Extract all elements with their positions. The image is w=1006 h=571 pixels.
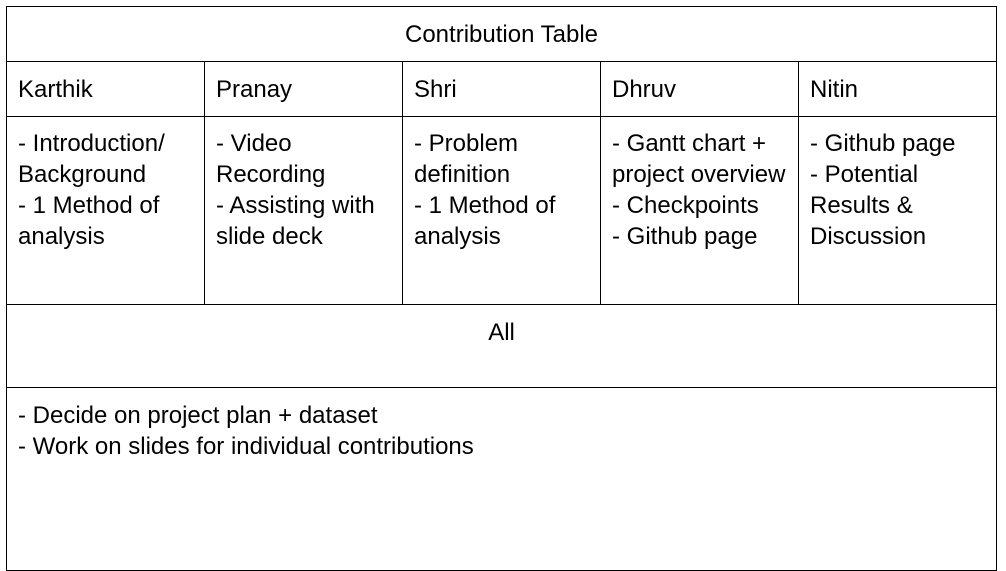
member-name-karthik: Karthik: [6, 61, 205, 117]
member-tasks-shri: - Problem definition - 1 Method of analy…: [402, 116, 601, 305]
member-tasks-dhruv: - Gantt chart + project overview - Check…: [600, 116, 799, 305]
member-tasks-karthik: - Introduction/ Background - 1 Method of…: [6, 116, 205, 305]
task-item: - Gantt chart + project overview: [612, 130, 786, 188]
shared-tasks: - Decide on project plan + dataset - Wor…: [5, 387, 998, 571]
task-item: - Introduction/ Background: [18, 130, 165, 188]
shared-tasks-row: - Decide on project plan + dataset - Wor…: [5, 387, 998, 571]
member-names-row: Karthik Pranay Shri Dhruv Nitin: [6, 61, 998, 117]
task-item: - 1 Method of analysis: [18, 192, 160, 250]
all-label-row: All: [5, 304, 998, 388]
table-title: Contribution Table: [5, 6, 998, 62]
all-members-label: All: [5, 304, 998, 388]
task-item: - Github page: [810, 130, 956, 157]
member-tasks-row: - Introduction/ Background - 1 Method of…: [6, 116, 998, 305]
task-item: - Checkpoints: [612, 192, 759, 219]
member-name-pranay: Pranay: [204, 61, 403, 117]
member-tasks-nitin: - Github page - Potential Results & Disc…: [797, 116, 998, 305]
title-row: Contribution Table: [5, 6, 998, 62]
task-item: - Video Recording: [216, 130, 326, 188]
task-item: - Github page: [612, 223, 758, 250]
member-tasks-pranay: - Video Recording - Assisting with slide…: [204, 116, 403, 305]
member-name-nitin: Nitin: [797, 61, 998, 117]
task-item: - Assisting with slide deck: [216, 192, 375, 250]
shared-task-item: - Decide on project plan + dataset: [18, 402, 378, 429]
shared-task-item: - Work on slides for individual contribu…: [18, 433, 474, 460]
contribution-table: Contribution Table Karthik Pranay Shri D…: [5, 6, 998, 571]
task-item: - Problem definition: [414, 130, 519, 188]
task-item: - 1 Method of analysis: [414, 192, 556, 250]
task-item: - Potential Results & Discussion: [810, 161, 927, 250]
member-name-shri: Shri: [402, 61, 601, 117]
member-name-dhruv: Dhruv: [600, 61, 799, 117]
